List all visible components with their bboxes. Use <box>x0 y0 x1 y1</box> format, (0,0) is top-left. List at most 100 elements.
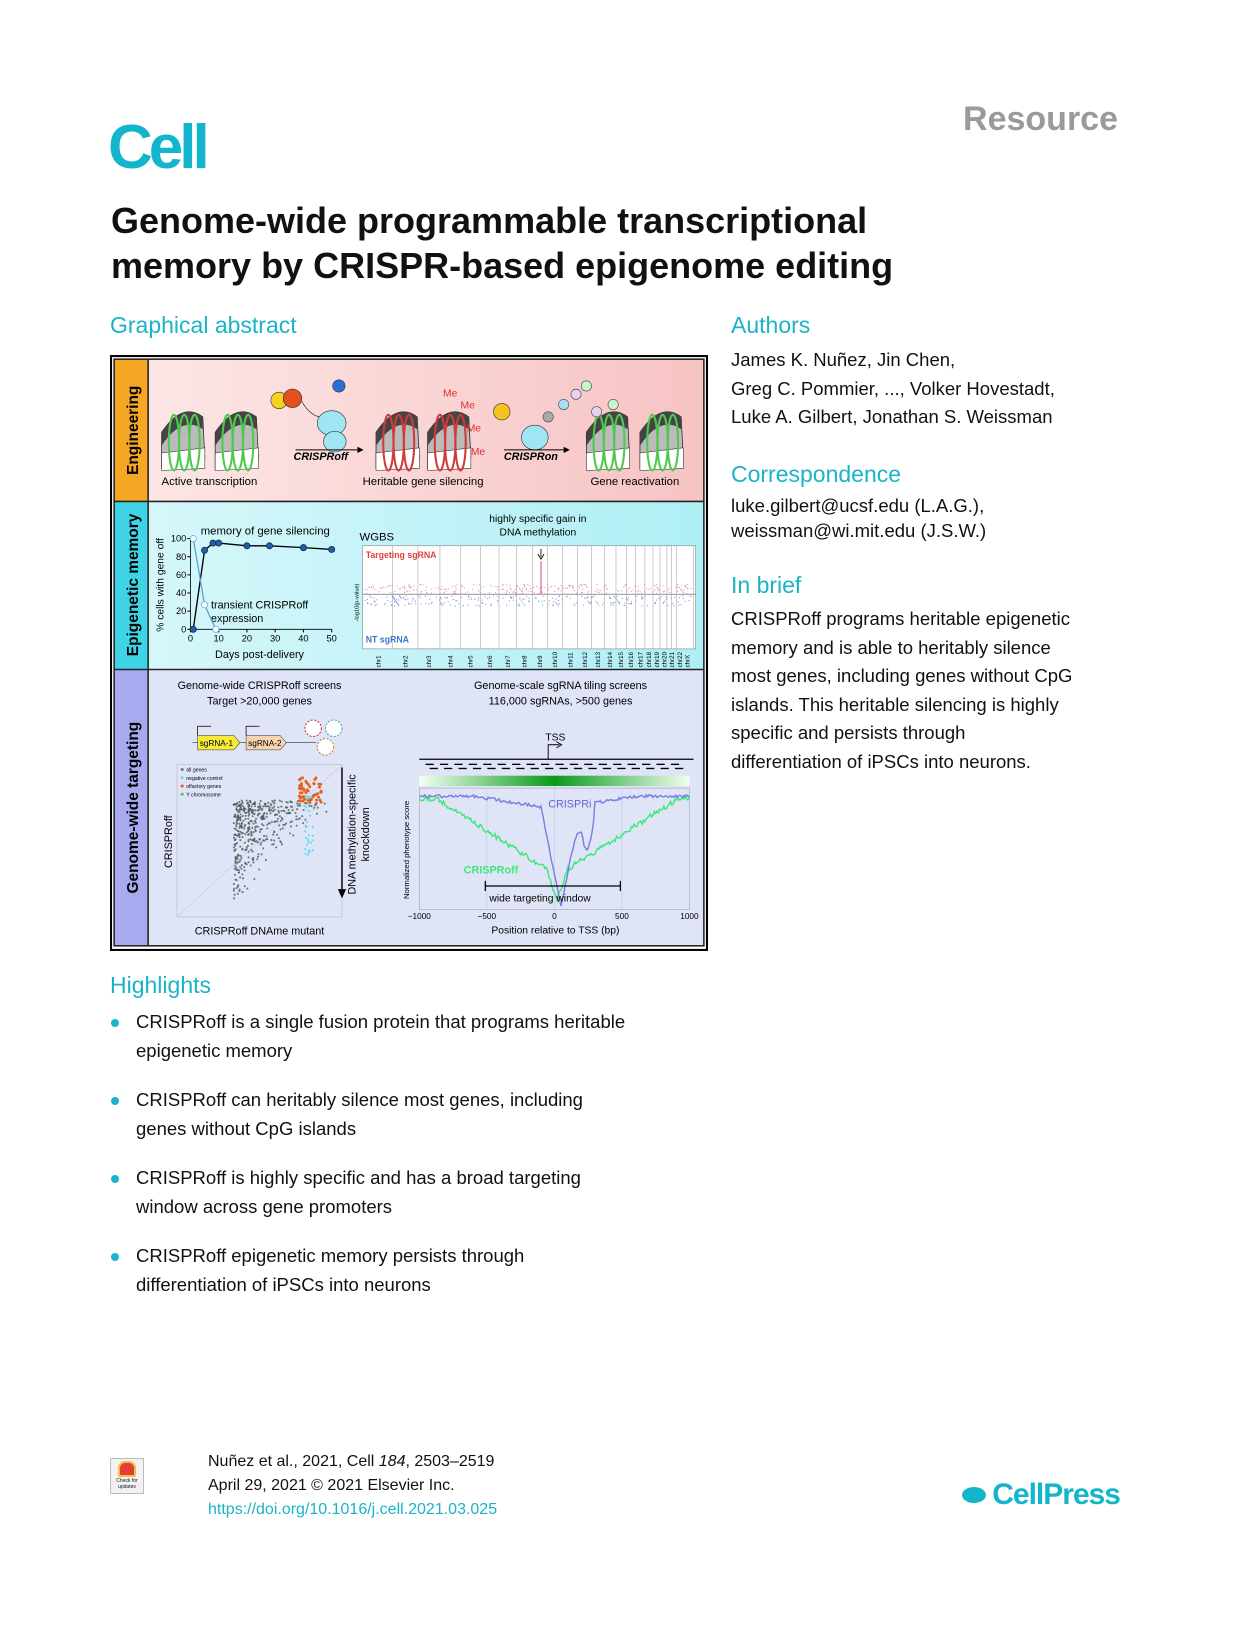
point <box>656 599 658 601</box>
point <box>593 595 595 597</box>
scatter-point <box>254 830 257 833</box>
point <box>419 583 421 585</box>
scatter-point-control <box>311 849 314 852</box>
point <box>478 589 480 591</box>
point <box>456 584 458 586</box>
x-tick-label: −1000 <box>408 912 432 921</box>
point <box>461 585 463 587</box>
scatter-point <box>281 827 284 830</box>
point <box>451 595 453 597</box>
scatter-point-control <box>303 804 306 807</box>
point <box>446 596 448 598</box>
scatter-point <box>273 830 276 833</box>
point <box>575 602 577 604</box>
scatter-point <box>284 822 288 825</box>
svg-text:negative control: negative control <box>186 776 222 782</box>
point <box>369 595 371 597</box>
email-link[interactable]: weissman@wi.mit.edu (J.S.W.) <box>731 520 987 541</box>
point <box>609 596 611 598</box>
scatter-point <box>236 818 239 821</box>
author-line[interactable]: Luke A. Gilbert, Jonathan S. Weissman <box>731 406 1053 428</box>
scatter-point <box>264 803 267 806</box>
point <box>565 596 567 598</box>
scatter-point <box>296 802 299 805</box>
wgbs-ylabel: -log10(p-value) <box>354 583 360 621</box>
point <box>396 601 398 603</box>
row-label-genome-wide: Genome-wide targeting <box>125 722 142 894</box>
point <box>442 604 444 606</box>
point <box>509 587 511 589</box>
scatter-point <box>278 799 281 802</box>
point <box>611 603 613 605</box>
point <box>616 596 618 598</box>
scatter-point <box>289 821 292 824</box>
point <box>600 589 602 591</box>
point <box>403 585 405 587</box>
scatter-point <box>270 804 273 807</box>
svg-text:Me: Me <box>467 423 482 434</box>
point <box>455 589 457 591</box>
scatter-point <box>237 832 240 835</box>
scatter-point <box>273 802 276 805</box>
point <box>678 586 680 588</box>
point <box>458 603 460 605</box>
point <box>613 595 615 597</box>
author-line[interactable]: James K. Nuñez, Jin Chen, <box>731 349 956 370</box>
scatter-point <box>290 820 293 823</box>
scatter-point-control <box>306 838 309 841</box>
scatter-point <box>239 808 242 811</box>
scatter-point-olfactory <box>317 782 321 786</box>
point <box>387 600 389 602</box>
scatter-point <box>274 813 277 816</box>
point <box>579 587 581 589</box>
scatter-point <box>259 843 262 846</box>
scatter-point-control <box>307 802 310 806</box>
point <box>508 600 510 602</box>
point <box>624 585 626 587</box>
scatter-point <box>291 805 294 808</box>
point <box>404 586 406 588</box>
scatter-point <box>250 805 253 808</box>
scatter-point <box>236 857 239 860</box>
point <box>394 598 396 600</box>
scatter-point <box>253 878 256 881</box>
point <box>420 593 422 595</box>
point <box>405 599 407 601</box>
scatter-point-control <box>305 843 309 846</box>
scatter-point <box>233 897 236 900</box>
point <box>374 600 376 602</box>
y-tick-label: 80 <box>176 552 186 562</box>
point <box>441 586 443 588</box>
point <box>383 586 385 588</box>
in-brief-line: memory and is able to heritably silence <box>731 636 1051 658</box>
point <box>490 603 492 605</box>
point <box>428 603 430 605</box>
point <box>367 603 369 605</box>
svg-text:sgRNA-2: sgRNA-2 <box>248 739 282 748</box>
point <box>656 587 658 589</box>
doi-link[interactable]: https://doi.org/10.1016/j.cell.2021.03.0… <box>208 1501 498 1518</box>
author-line[interactable]: Greg C. Pommier, ..., Volker Hovestadt, <box>731 377 1055 399</box>
point <box>674 596 676 598</box>
point <box>403 591 405 593</box>
chromosome-label: chr10 <box>552 651 559 667</box>
scatter-point <box>258 868 261 871</box>
check-for-updates-badge[interactable]: Check for updates <box>110 1458 144 1494</box>
scatter-point <box>252 861 255 864</box>
point <box>654 602 656 604</box>
point <box>502 584 504 586</box>
y-tick-label: 100 <box>171 534 186 544</box>
scatter-point <box>264 805 267 808</box>
scatter-point <box>253 837 256 840</box>
scatter-point-olfactory <box>307 782 310 786</box>
point <box>406 590 408 592</box>
dna-wrap <box>188 413 201 472</box>
scatter-point <box>258 808 261 811</box>
email-link[interactable]: luke.gilbert@ucsf.edu (L.A.G.), <box>731 495 985 516</box>
scatter-point <box>270 809 273 812</box>
scatter-point <box>256 814 259 817</box>
scatter-point-control <box>307 834 310 837</box>
row-label-epigenetic-memory: Epigenetic memory <box>125 513 142 656</box>
point <box>586 586 588 588</box>
scatter-point <box>276 817 279 820</box>
